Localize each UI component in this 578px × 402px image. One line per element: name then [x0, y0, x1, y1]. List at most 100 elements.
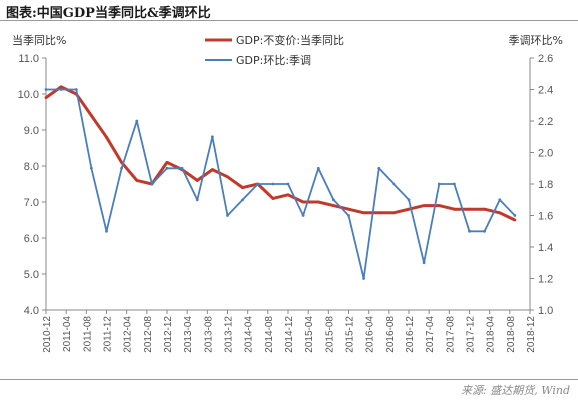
x-tick-label: 2015-12 [345, 316, 356, 353]
data-point-s1 [347, 214, 350, 217]
y-left-axis-label: 当季同比% [12, 33, 66, 47]
y-right-tick-label: 2.4 [538, 85, 553, 97]
y-left-tick-label: 10.0 [18, 89, 39, 101]
data-point-s1 [105, 229, 108, 233]
series-line-1 [46, 88, 516, 280]
x-tick-label: 2016-12 [405, 316, 416, 353]
y-right-tick-label: 2.2 [538, 116, 553, 128]
bottom-rule [0, 379, 578, 380]
data-point-s1 [468, 229, 471, 233]
data-point-s0 [513, 218, 517, 222]
data-point-s0 [407, 207, 411, 211]
data-point-s0 [195, 179, 199, 182]
data-point-s1 [513, 214, 517, 217]
data-point-s1 [483, 229, 486, 233]
data-point-s0 [483, 207, 486, 211]
data-point-s1 [180, 166, 184, 170]
data-point-s0 [271, 197, 275, 200]
data-point-s1 [301, 214, 305, 217]
legend: GDP:不变价:当季同比 GDP:环比:季调 [205, 33, 344, 67]
series-group [44, 85, 517, 280]
y-right-tick-label: 1.6 [538, 211, 553, 223]
data-point-s0 [59, 85, 63, 89]
y-right-axis-label: 季调环比% [509, 34, 563, 47]
data-point-s0 [377, 211, 381, 215]
data-point-s0 [241, 186, 245, 190]
x-tick-label: 2013-08 [203, 316, 214, 353]
y-left-tick-label: 5.0 [24, 269, 39, 281]
data-point-s1 [422, 261, 426, 265]
data-point-s1 [498, 198, 502, 202]
x-tick-label: 2016-08 [385, 316, 396, 353]
data-point-s0 [316, 200, 320, 204]
x-tick-label: 2011-08 [82, 316, 93, 352]
x-tick-label: 2014-04 [244, 316, 255, 353]
figure-title: 图表:中国GDP当季同比&季调环比 [6, 6, 211, 21]
x-tick-label: 2011-12 [103, 316, 114, 352]
data-point-s1 [392, 182, 396, 186]
x-tick-label: 2018-08 [506, 316, 517, 353]
x-tick-label: 2018-04 [486, 316, 497, 353]
x-tick-label: 2016-04 [365, 316, 376, 353]
x-tick-label: 2014-12 [284, 316, 295, 353]
data-point-s0 [226, 175, 229, 179]
data-point-s1 [226, 214, 229, 217]
data-point-s0 [120, 161, 123, 164]
data-point-s1 [286, 182, 290, 186]
legend-label-qoq: GDP:环比:季调 [236, 54, 311, 67]
source-note: 来源: 盛达期货, Wind [461, 384, 570, 397]
y-left-tick-label: 4.0 [24, 305, 39, 317]
data-point-s0 [362, 211, 365, 215]
x-tick-label: 2012-08 [143, 316, 154, 353]
data-point-s1 [332, 198, 335, 202]
data-point-s0 [135, 179, 139, 182]
data-point-s0 [392, 211, 396, 215]
data-point-s0 [286, 193, 290, 197]
data-point-s1 [407, 198, 411, 202]
y-left-tick-label: 9.0 [24, 125, 39, 137]
data-point-s0 [90, 114, 93, 117]
data-point-s1 [362, 277, 365, 280]
x-tick-label: 2017-04 [425, 316, 436, 353]
x-tick-label: 2013-12 [224, 316, 235, 353]
data-point-s1 [437, 182, 441, 186]
data-point-s1 [211, 135, 214, 139]
legend-label-yoy: GDP:不变价:当季同比 [236, 33, 344, 47]
data-point-s0 [437, 204, 441, 208]
x-tick-label: 2017-08 [445, 316, 456, 353]
y-right-tick-label: 1.0 [538, 305, 553, 317]
series-line-0 [45, 85, 516, 222]
x-tick-label: 2010-12 [42, 316, 53, 353]
data-point-s0 [105, 135, 108, 139]
x-tick-label: 2012-12 [163, 316, 174, 353]
data-point-s0 [468, 207, 471, 211]
y-right-tick-label: 1.8 [538, 179, 553, 191]
axes-group: 4.0 5.0 6.0 7.0 8.0 9.0 10.0 11.0 1.0 1.2 1.4 1.6 1.… [18, 53, 554, 353]
x-tick-label: 2014-08 [264, 316, 275, 353]
data-point-s1 [135, 119, 139, 123]
data-point-s0 [347, 207, 350, 211]
data-point-s1 [120, 166, 123, 170]
y-left-tick-label: 8.0 [24, 161, 39, 173]
x-tick-label: 2011-04 [62, 316, 73, 352]
y-left-tick-label: 11.0 [18, 53, 39, 65]
x-tick-label: 2012-04 [123, 316, 134, 353]
x-tick-label: 2015-04 [304, 316, 315, 353]
data-point-s0 [422, 204, 426, 208]
x-tick-label: 2018-12 [526, 316, 537, 353]
data-point-s1 [453, 182, 456, 186]
data-point-s1 [316, 166, 320, 170]
y-right-tick-label: 2.0 [538, 148, 553, 160]
data-point-s0 [165, 161, 169, 164]
data-point-s1 [90, 166, 93, 170]
data-point-s1 [165, 166, 169, 170]
y-left-tick-label: 7.0 [24, 197, 39, 209]
data-point-s1 [241, 198, 245, 202]
data-point-s0 [453, 207, 456, 211]
data-point-s0 [44, 96, 48, 99]
data-point-s0 [498, 211, 502, 215]
y-right-tick-label: 1.2 [538, 274, 553, 286]
x-tick-label: 2015-08 [324, 316, 335, 353]
data-point-s1 [150, 182, 154, 186]
